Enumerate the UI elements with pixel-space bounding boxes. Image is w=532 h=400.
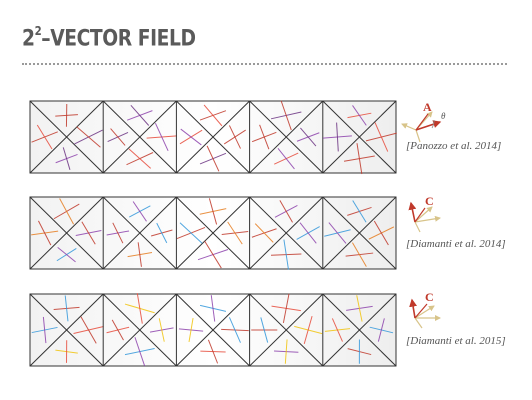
vector-glyph: [156, 222, 168, 244]
row-label-2: C: [425, 194, 434, 208]
vector-glyph: [300, 127, 317, 147]
vector-glyph: [352, 105, 367, 126]
frame-axes-icon-2: [408, 201, 441, 233]
vector-glyph: [137, 242, 142, 267]
vector-glyph: [254, 223, 274, 243]
mesh-edge: [102, 196, 177, 270]
mesh-edge: [322, 100, 397, 174]
title-divider: [22, 63, 507, 65]
vector-glyph: [37, 220, 52, 246]
vector-glyph: [260, 317, 269, 343]
vector-glyph: [62, 147, 71, 170]
mesh-edge: [29, 196, 104, 270]
vector-glyph: [352, 200, 367, 223]
mesh-edge: [176, 100, 250, 174]
mesh-panel-2: [29, 196, 397, 270]
vector-glyph: [227, 221, 243, 245]
vector-glyph: [188, 317, 194, 343]
mesh-edge: [322, 293, 397, 367]
vector-glyph: [204, 240, 222, 269]
vector-glyph: [179, 222, 203, 244]
vector-glyph: [158, 318, 165, 342]
vector-glyph: [42, 316, 47, 344]
vector-glyph: [111, 319, 124, 341]
mesh-panel-1: [29, 100, 397, 175]
vector-glyph: [203, 104, 223, 127]
vector-glyph: [377, 318, 385, 342]
vector-glyph: [336, 122, 339, 152]
vector-glyph: [180, 128, 202, 146]
title-rest: –VECTOR FIELD: [41, 26, 196, 52]
vector-glyph: [64, 295, 69, 322]
vector-glyph: [206, 145, 220, 172]
vector-glyph: [303, 316, 313, 344]
vector-glyph: [59, 198, 75, 225]
vector-glyph: [57, 246, 76, 263]
mesh-edge: [322, 196, 397, 270]
vector-glyph: [373, 220, 389, 246]
row-label-3: C: [425, 290, 434, 304]
vector-glyph: [130, 104, 150, 126]
citation-1: [Panozzo et al. 2014]: [406, 140, 501, 152]
vector-glyph: [132, 201, 147, 222]
vector-glyph: [279, 200, 293, 223]
vector-glyph: [356, 295, 363, 322]
vector-glyph: [154, 123, 169, 151]
vector-glyph: [283, 239, 289, 270]
slide-title: 22–VECTOR FIELD: [22, 24, 196, 52]
vector-glyph: [207, 339, 219, 364]
vector-glyph: [128, 148, 152, 169]
vector-glyph: [328, 222, 347, 244]
vector-glyph: [110, 128, 126, 146]
vector-glyph: [80, 316, 97, 344]
row-label-1: A: [423, 100, 432, 114]
mesh-edge: [249, 196, 324, 270]
vector-glyph: [284, 339, 288, 364]
citation-3: [Diamanti et al. 2015]: [406, 335, 506, 347]
mesh-panel-3: [29, 293, 397, 367]
mesh-edge: [176, 196, 250, 270]
vector-glyph: [259, 124, 270, 150]
mesh-edge: [29, 293, 104, 367]
frame-axes-icon-3: [409, 298, 441, 329]
vector-glyph: [228, 317, 241, 343]
citation-2: [Diamanti et al. 2014]: [406, 238, 506, 250]
vector-glyph: [208, 198, 218, 225]
vector-glyph: [356, 143, 363, 175]
vector-glyph: [136, 293, 143, 324]
vector-glyph: [36, 124, 53, 150]
vector-glyph: [352, 242, 367, 267]
mesh-edge: [249, 293, 324, 367]
vector-glyph: [374, 122, 389, 152]
mesh-edge: [29, 100, 104, 174]
vector-glyph: [299, 222, 317, 244]
vector-glyph: [277, 147, 295, 170]
mesh-edge: [102, 100, 177, 174]
vector-glyph: [280, 100, 292, 131]
vector-glyph: [210, 295, 216, 322]
vector-glyph: [112, 222, 124, 244]
vector-glyph: [134, 337, 146, 367]
vector-glyph: [282, 293, 290, 324]
mesh-edge: [249, 100, 324, 174]
vector-glyph: [76, 126, 101, 148]
mesh-edge: [176, 293, 250, 367]
vector-glyph: [81, 221, 96, 245]
mesh-edge: [102, 293, 177, 367]
vector-glyph: [228, 125, 241, 149]
title-superscript: 2: [34, 24, 42, 38]
title-base: 2: [22, 26, 35, 52]
theta-symbol: θ: [441, 111, 446, 121]
vector-glyph: [331, 318, 343, 342]
frame-axes-icon-1: [401, 111, 442, 143]
